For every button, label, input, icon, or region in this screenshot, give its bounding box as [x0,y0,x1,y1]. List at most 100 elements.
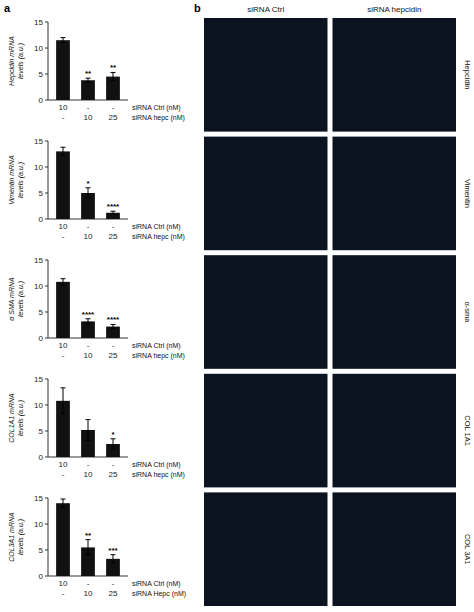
x-tick-label: 10 [59,222,68,231]
bar-chart: 051015α SMA mRNAlevels (a.u.)********10-… [8,256,185,360]
error-bar [86,188,91,198]
figure-root: ab051015Hepcidin mRNAlevels (a.u.)****10… [0,0,474,612]
y-tick-label: 10 [34,520,43,529]
significance-marker: **** [107,202,120,211]
bar [56,503,70,576]
image-placeholder [333,137,457,251]
bar-chart: 051015COL1A1 mRNAlevels (a.u.)*10--10-25… [8,375,185,479]
x-row-label: siRNA Ctrl (nM) [132,104,181,112]
x-tick-label: - [112,579,115,588]
x-tick-label: - [62,470,65,479]
y-axis-label-line: levels (a.u.) [17,281,25,317]
x-row-label: siRNA hepc (nM) [132,233,185,241]
y-tick-label: 5 [39,308,44,317]
error-bar [111,555,116,563]
bar-chart: 051015COL3A1 mRNAlevels (a.u.)*****10--1… [8,494,186,598]
y-tick-label: 0 [39,96,44,105]
bar [56,151,70,219]
significance-marker: ** [85,69,92,78]
y-tick-label: 15 [34,256,43,265]
y-axis-label-line: levels (a.u.) [17,162,25,198]
image-placeholder [204,255,328,369]
x-tick-label: - [62,113,65,122]
y-tick-label: 10 [34,282,43,291]
bar [56,282,70,338]
row-label: α-sma [463,301,472,323]
x-tick-label: 25 [109,232,118,241]
significance-marker: ** [110,63,117,72]
row-label: COL 1A1 [463,415,472,446]
error-bar [61,388,66,414]
x-tick-label: - [87,460,90,469]
significance-marker: **** [107,315,120,324]
x-tick-label: 10 [59,460,68,469]
y-tick-label: 0 [39,572,44,581]
y-axis-label-line: levels (a.u.) [17,43,25,79]
significance-marker: * [86,179,90,188]
y-axis-label-line: levels (a.u.) [17,400,25,436]
x-tick-label: - [112,460,115,469]
panel-label: b [194,2,201,14]
image-placeholder [333,18,457,132]
x-tick-label: - [87,579,90,588]
panel-label: a [4,2,11,14]
significance-marker: **** [82,310,95,319]
y-tick-label: 10 [34,401,43,410]
y-tick-label: 10 [34,44,43,53]
y-tick-label: 5 [39,427,44,436]
x-tick-label: - [62,232,65,241]
bar-chart: 051015Hepcidin mRNAlevels (a.u.)****10--… [8,18,185,122]
x-tick-label: 10 [84,470,93,479]
x-tick-label: - [112,103,115,112]
x-tick-label: - [112,222,115,231]
x-row-label: siRNA Hepc (nM) [132,590,186,598]
y-tick-label: 15 [34,494,43,503]
y-axis-label-line: levels (a.u.) [17,519,25,555]
image-placeholder [333,255,457,369]
x-tick-label: - [87,222,90,231]
plot-area [56,147,120,219]
plot-area [56,279,120,338]
x-row-label: siRNA hepc (nM) [132,114,185,122]
x-row-label: siRNA hepc (nM) [132,471,185,479]
x-tick-label: 10 [84,589,93,598]
y-axis [48,498,49,576]
x-row-label: siRNA hepc (nM) [132,352,185,360]
x-tick-label: - [112,341,115,350]
y-tick-label: 5 [39,546,44,555]
y-tick-label: 0 [39,334,44,343]
y-axis-label: Vimentin mRNAlevels (a.u.) [8,155,25,205]
x-tick-label: 25 [109,470,118,479]
y-axis-label: α SMA mRNAlevels (a.u.) [8,277,25,321]
image-placeholder [204,492,328,606]
y-axis [48,22,49,100]
plot-area [56,38,120,100]
error-bar [86,319,91,324]
image-placeholder [333,492,457,606]
x-tick-label: 10 [59,103,68,112]
x-tick-label: - [87,103,90,112]
significance-marker: ** [85,531,92,540]
y-axis-label-line: Hepcidin mRNA [8,36,16,86]
y-tick-label: 0 [39,453,44,462]
error-bar [86,78,91,82]
y-axis-label-line: Vimentin mRNA [8,155,15,205]
x-row-label: siRNA Ctrl (nM) [132,461,181,469]
error-bar [111,439,116,449]
error-bar [61,279,66,285]
x-tick-label: 10 [84,113,93,122]
row-label: Vimentin [463,179,472,208]
image-placeholder [204,18,328,132]
x-tick-label: 25 [109,351,118,360]
y-tick-label: 15 [34,18,43,27]
significance-marker: * [111,430,115,439]
x-row-label: siRNA Ctrl (nM) [132,342,181,350]
column-header: siRNA hepcidin [367,5,421,14]
significance-marker: *** [108,546,118,555]
error-bar [86,540,91,556]
y-tick-label: 5 [39,70,44,79]
x-row-label: siRNA Ctrl (nM) [132,223,181,231]
image-placeholder [333,374,457,488]
x-tick-label: 25 [109,589,118,598]
error-bar [61,147,66,155]
